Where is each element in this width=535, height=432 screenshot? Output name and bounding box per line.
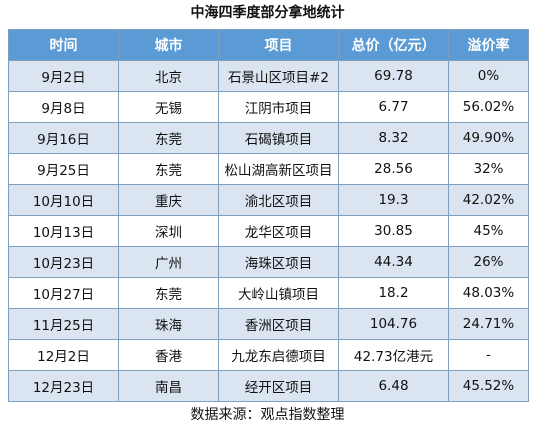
table-header-row: 时间 城市 项目 总价（亿元） 溢价率 bbox=[8, 29, 529, 61]
cell-city: 香港 bbox=[118, 339, 219, 371]
table-row: 10月10日 重庆 渝北区项目 19.3 42.02% bbox=[8, 184, 529, 216]
cell-premium-rate: 45% bbox=[448, 215, 529, 247]
cell-time: 10月10日 bbox=[8, 184, 119, 216]
cell-premium-rate: 45.52% bbox=[448, 370, 529, 402]
cell-time: 10月23日 bbox=[8, 246, 119, 278]
table-row: 10月27日 东莞 大岭山镇项目 18.2 48.03% bbox=[8, 277, 529, 309]
table-row: 9月16日 东莞 石碣镇项目 8.32 49.90% bbox=[8, 122, 529, 154]
cell-total-price: 44.34 bbox=[338, 246, 449, 278]
cell-premium-rate: 32% bbox=[448, 153, 529, 185]
data-source-note: 数据来源：观点指数整理 bbox=[190, 407, 345, 423]
table-row: 11月25日 珠海 香洲区项目 104.76 24.71% bbox=[8, 308, 529, 340]
header-total-price: 总价（亿元） bbox=[338, 29, 449, 61]
header-project: 项目 bbox=[218, 29, 339, 61]
cell-project: 石碣镇项目 bbox=[218, 122, 339, 154]
cell-premium-rate: 42.02% bbox=[448, 184, 529, 216]
cell-project: 石景山区项目#2 bbox=[218, 60, 339, 92]
cell-city: 深圳 bbox=[118, 215, 219, 247]
cell-premium-rate: 48.03% bbox=[448, 277, 529, 309]
cell-project: 渝北区项目 bbox=[218, 184, 339, 216]
cell-total-price: 18.2 bbox=[338, 277, 449, 309]
cell-premium-rate: 0% bbox=[448, 60, 529, 92]
table-body: 9月2日 北京 石景山区项目#2 69.78 0% 9月8日 无锡 江阴市项目 6.77 56.0… bbox=[8, 60, 529, 402]
cell-project: 香洲区项目 bbox=[218, 308, 339, 340]
table-row: 10月23日 广州 海珠区项目 44.34 26% bbox=[8, 246, 529, 278]
cell-city: 珠海 bbox=[118, 308, 219, 340]
cell-total-price: 69.78 bbox=[338, 60, 449, 92]
header-premium-rate: 溢价率 bbox=[448, 29, 529, 61]
cell-premium-rate: 26% bbox=[448, 246, 529, 278]
header-time: 时间 bbox=[8, 29, 119, 61]
cell-total-price: 8.32 bbox=[338, 122, 449, 154]
table-row: 9月8日 无锡 江阴市项目 6.77 56.02% bbox=[8, 91, 529, 123]
cell-premium-rate: 56.02% bbox=[448, 91, 529, 123]
cell-time: 12月2日 bbox=[8, 339, 119, 371]
cell-total-price: 30.85 bbox=[338, 215, 449, 247]
cell-premium-rate: 49.90% bbox=[448, 122, 529, 154]
cell-time: 10月27日 bbox=[8, 277, 119, 309]
cell-project: 松山湖高新区项目 bbox=[218, 153, 339, 185]
cell-time: 9月25日 bbox=[8, 153, 119, 185]
cell-project: 九龙东启德项目 bbox=[218, 339, 339, 371]
cell-total-price: 104.76 bbox=[338, 308, 449, 340]
cell-time: 11月25日 bbox=[8, 308, 119, 340]
cell-premium-rate: 24.71% bbox=[448, 308, 529, 340]
table-row: 10月13日 深圳 龙华区项目 30.85 45% bbox=[8, 215, 529, 247]
cell-total-price: 19.3 bbox=[338, 184, 449, 216]
table-title: 中海四季度部分拿地统计 bbox=[190, 5, 345, 21]
cell-total-price: 28.56 bbox=[338, 153, 449, 185]
cell-total-price: 6.48 bbox=[338, 370, 449, 402]
cell-city: 无锡 bbox=[118, 91, 219, 123]
cell-time: 9月2日 bbox=[8, 60, 119, 92]
cell-project: 江阴市项目 bbox=[218, 91, 339, 123]
cell-project: 大岭山镇项目 bbox=[218, 277, 339, 309]
cell-city: 重庆 bbox=[118, 184, 219, 216]
table-row: 9月25日 东莞 松山湖高新区项目 28.56 32% bbox=[8, 153, 529, 185]
cell-time: 9月8日 bbox=[8, 91, 119, 123]
cell-time: 12月23日 bbox=[8, 370, 119, 402]
table-row: 12月2日 香港 九龙东启德项目 42.73亿港元 - bbox=[8, 339, 529, 371]
cell-city: 北京 bbox=[118, 60, 219, 92]
cell-project: 海珠区项目 bbox=[218, 246, 339, 278]
land-acquisition-table: 时间 城市 项目 总价（亿元） 溢价率 9月2日 北京 石景山区项目#2 69.78 0… bbox=[8, 29, 529, 402]
cell-city: 东莞 bbox=[118, 277, 219, 309]
table-row: 9月2日 北京 石景山区项目#2 69.78 0% bbox=[8, 60, 529, 92]
cell-city: 东莞 bbox=[118, 122, 219, 154]
cell-project: 龙华区项目 bbox=[218, 215, 339, 247]
cell-city: 东莞 bbox=[118, 153, 219, 185]
cell-time: 9月16日 bbox=[8, 122, 119, 154]
cell-total-price: 6.77 bbox=[338, 91, 449, 123]
cell-premium-rate: - bbox=[448, 339, 529, 371]
cell-time: 10月13日 bbox=[8, 215, 119, 247]
cell-total-price: 42.73亿港元 bbox=[338, 339, 449, 371]
cell-city: 南昌 bbox=[118, 370, 219, 402]
header-city: 城市 bbox=[118, 29, 219, 61]
cell-city: 广州 bbox=[118, 246, 219, 278]
table-row: 12月23日 南昌 经开区项目 6.48 45.52% bbox=[8, 370, 529, 402]
cell-project: 经开区项目 bbox=[218, 370, 339, 402]
